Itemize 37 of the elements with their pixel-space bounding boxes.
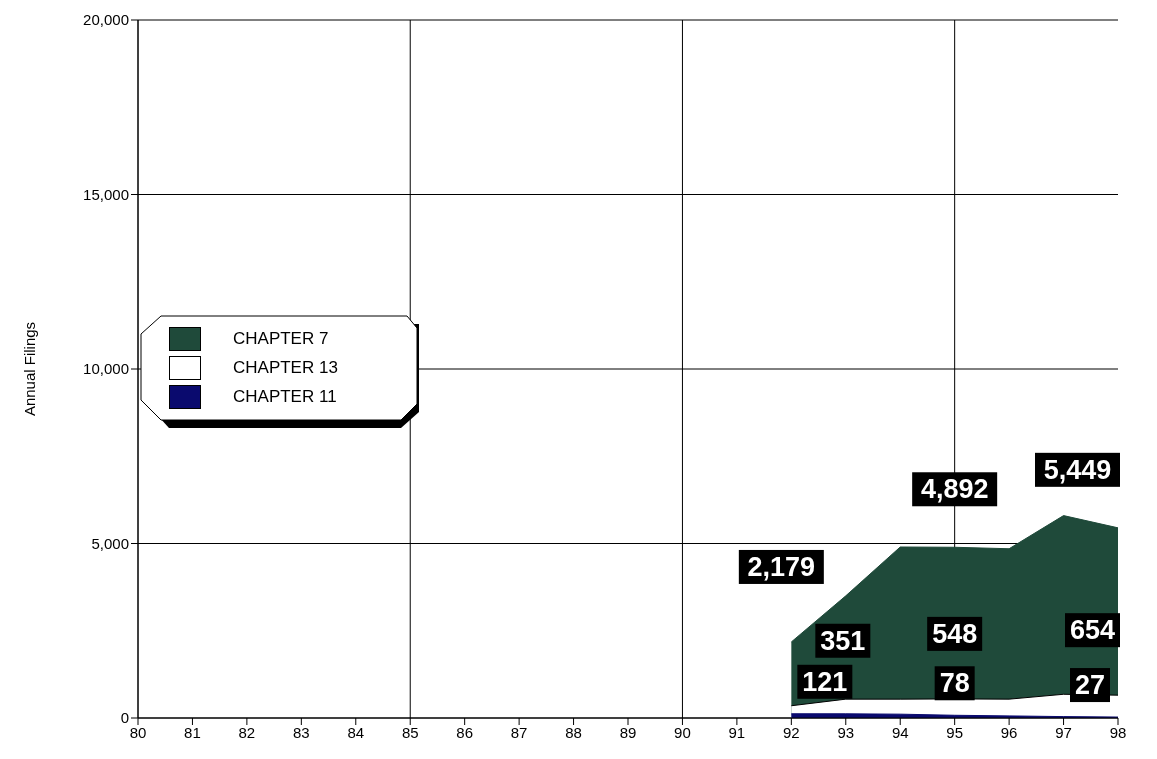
data-label: 4,892 bbox=[920, 474, 989, 505]
x-tick-label: 96 bbox=[1000, 723, 1018, 741]
x-tick-label: 82 bbox=[238, 723, 256, 741]
legend-label: CHAPTER 7 bbox=[233, 328, 329, 349]
data-label: 5,449 bbox=[1043, 454, 1112, 485]
x-tick-label: 97 bbox=[1055, 723, 1072, 741]
data-label: 2,179 bbox=[747, 551, 816, 582]
data-label: 654 bbox=[1069, 615, 1116, 646]
x-tick-label: 89 bbox=[619, 723, 637, 741]
x-tick-label: 92 bbox=[782, 723, 800, 741]
legend-label: CHAPTER 13 bbox=[233, 357, 338, 378]
x-tick-label: 90 bbox=[674, 723, 691, 741]
x-tick-label: 83 bbox=[292, 723, 310, 741]
x-tick-label: 87 bbox=[510, 723, 528, 741]
y-tick-label: 15,000 bbox=[83, 185, 129, 203]
x-tick-label: 94 bbox=[891, 723, 909, 741]
x-tick-label: 95 bbox=[946, 723, 964, 741]
x-tick-label: 88 bbox=[565, 723, 582, 741]
y-tick-label: 10,000 bbox=[83, 360, 129, 378]
legend-label: CHAPTER 11 bbox=[233, 386, 337, 407]
x-tick-label: 91 bbox=[728, 723, 746, 741]
y-tick-label: 20,000 bbox=[83, 11, 129, 29]
x-tick-label: 81 bbox=[184, 723, 201, 741]
data-label: 78 bbox=[939, 668, 970, 699]
x-tick-label: 98 bbox=[1109, 723, 1127, 741]
x-tick-label: 80 bbox=[129, 723, 147, 741]
x-tick-label: 86 bbox=[456, 723, 474, 741]
x-tick-label: 85 bbox=[401, 723, 419, 741]
data-label: 548 bbox=[932, 618, 978, 649]
x-tick-label: 93 bbox=[837, 723, 855, 741]
data-label: 27 bbox=[1074, 670, 1106, 701]
y-tick-label: 0 bbox=[120, 709, 129, 727]
data-label: 351 bbox=[820, 625, 866, 656]
y-axis-title: Annual Filings bbox=[21, 321, 39, 417]
x-tick-label: 84 bbox=[347, 723, 365, 741]
data-label: 121 bbox=[802, 666, 848, 697]
y-tick-label: 5,000 bbox=[91, 534, 129, 552]
